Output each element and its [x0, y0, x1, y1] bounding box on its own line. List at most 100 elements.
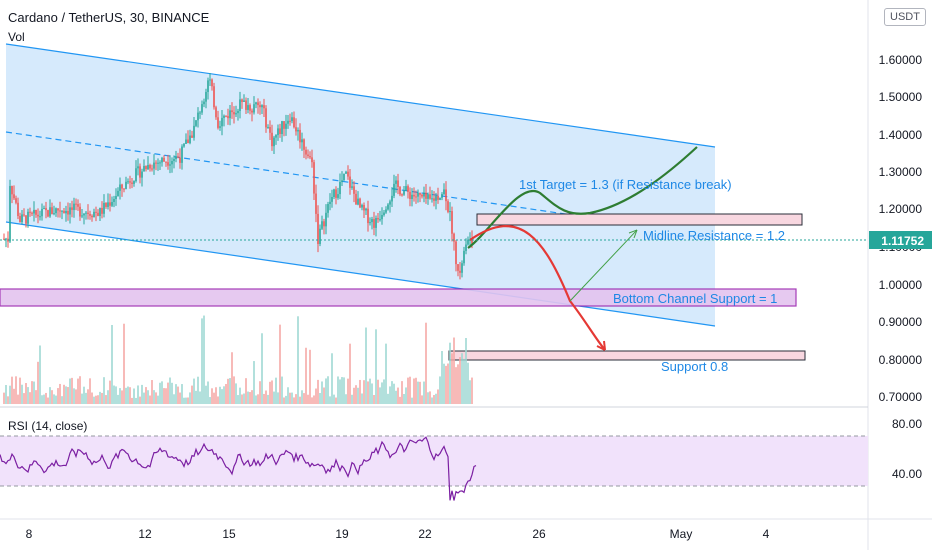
- volume-bar: [123, 323, 125, 404]
- volume-bar: [471, 377, 473, 404]
- candle-body: [453, 233, 455, 242]
- candle-body: [325, 212, 327, 227]
- candle-body: [59, 210, 61, 212]
- candle-body: [251, 110, 253, 113]
- candle-body: [299, 129, 301, 143]
- reversal-arrow[interactable]: [569, 229, 638, 302]
- candle-body: [39, 216, 41, 218]
- channel-midline[interactable]: [5, 131, 641, 226]
- candle-body: [47, 210, 49, 217]
- bottom-support-annotation[interactable]: Bottom Channel Support = 1: [613, 291, 777, 306]
- candle-body: [355, 193, 357, 205]
- volume-bar: [131, 397, 133, 404]
- candle-body: [381, 214, 383, 220]
- volume-bar: [221, 389, 223, 404]
- bullish-projection-path[interactable]: [467, 146, 698, 249]
- candle-body: [63, 210, 65, 214]
- candle-body: [419, 192, 421, 195]
- candle-body: [143, 165, 145, 172]
- volume-bar: [379, 387, 381, 404]
- volume-bar: [291, 392, 293, 404]
- candle-body: [261, 105, 263, 108]
- candle-body: [207, 80, 209, 92]
- candle-body: [199, 112, 201, 114]
- bearish-arrow-head-a: [596, 345, 606, 351]
- last-price-label: 1.11752: [881, 234, 924, 248]
- volume-bar: [173, 394, 175, 404]
- volume-bar: [93, 396, 95, 404]
- volume-bar: [153, 390, 155, 404]
- volume-bar: [75, 389, 77, 404]
- candle-body: [31, 212, 33, 214]
- volume-bar: [43, 394, 45, 404]
- midline-annotation[interactable]: Midline Resistance = 1.2: [643, 228, 785, 243]
- bottom-channel-support-box[interactable]: [0, 288, 797, 307]
- volume-bar: [113, 385, 115, 404]
- candle-body: [147, 164, 149, 170]
- volume-bar: [423, 381, 425, 404]
- candle-body: [197, 112, 199, 121]
- candle-body: [357, 198, 359, 205]
- target-annotation[interactable]: 1st Target = 1.3 (if Resistance break): [519, 177, 732, 192]
- candle-body: [161, 157, 163, 163]
- volume-bar: [37, 361, 39, 404]
- currency-button[interactable]: USDT: [884, 8, 926, 26]
- candle-body: [375, 218, 377, 228]
- y-tick-label: 1.50000: [879, 90, 923, 104]
- support-box[interactable]: [448, 350, 806, 361]
- candle-body: [429, 194, 431, 199]
- candle-body: [191, 135, 193, 138]
- volume-bar: [209, 397, 211, 404]
- candle-body: [135, 168, 137, 182]
- support-annotation[interactable]: Support 0.8: [661, 359, 728, 374]
- bearish-projection-path[interactable]: [469, 225, 606, 351]
- volume-bar: [117, 394, 119, 404]
- volume-bar: [83, 386, 85, 404]
- channel-upper-line[interactable]: [5, 43, 716, 148]
- volume-bar: [371, 383, 373, 404]
- volume-bar: [309, 349, 311, 404]
- volume-bar: [171, 382, 173, 404]
- volume-bar: [331, 353, 333, 404]
- candle-body: [139, 166, 141, 178]
- candle-body: [415, 196, 417, 198]
- y-tick-label: 0.80000: [879, 353, 923, 367]
- rsi-title[interactable]: RSI (14, close): [8, 419, 88, 433]
- volume-bar: [373, 395, 375, 404]
- volume-bar: [349, 343, 351, 404]
- candle-body: [105, 202, 107, 207]
- volume-bar: [179, 392, 181, 404]
- volume-bar: [111, 324, 113, 404]
- candle-body: [41, 208, 43, 217]
- candle-body: [33, 209, 35, 214]
- volume-bar: [181, 384, 183, 404]
- volume-bar: [333, 394, 335, 404]
- candle-body: [129, 181, 131, 183]
- candle-body: [327, 204, 329, 213]
- volume-bar: [201, 318, 203, 404]
- candle-body: [245, 100, 247, 110]
- candle-body: [73, 203, 75, 210]
- volume-bar: [235, 383, 237, 404]
- volume-bar: [163, 388, 165, 404]
- volume-bar: [259, 381, 261, 404]
- volume-bar: [415, 377, 417, 404]
- candle-body: [77, 204, 79, 207]
- candle-body: [93, 211, 95, 218]
- volume-bar: [297, 316, 299, 404]
- candle-body: [211, 79, 213, 87]
- channel-lower-line[interactable]: [5, 221, 716, 327]
- volume-bar: [159, 382, 161, 404]
- time-axis[interactable]: 8 12 15 19 22 26 May 4: [26, 527, 770, 541]
- bearish-arrow-head-b: [603, 340, 606, 351]
- candle-body: [181, 146, 183, 163]
- volume-bar: [339, 379, 341, 404]
- volume-bar: [421, 395, 423, 404]
- x-tick-label: 22: [418, 527, 432, 541]
- volume-label[interactable]: Vol: [8, 30, 25, 44]
- volume-bar: [237, 395, 239, 404]
- symbol-title[interactable]: Cardano / TetherUS, 30, BINANCE: [8, 10, 210, 25]
- x-tick-label: 26: [532, 527, 546, 541]
- midline-resistance-box[interactable]: [476, 213, 803, 226]
- price-axis[interactable]: 1.60000 1.50000 1.40000 1.30000 1.20000 …: [879, 53, 923, 404]
